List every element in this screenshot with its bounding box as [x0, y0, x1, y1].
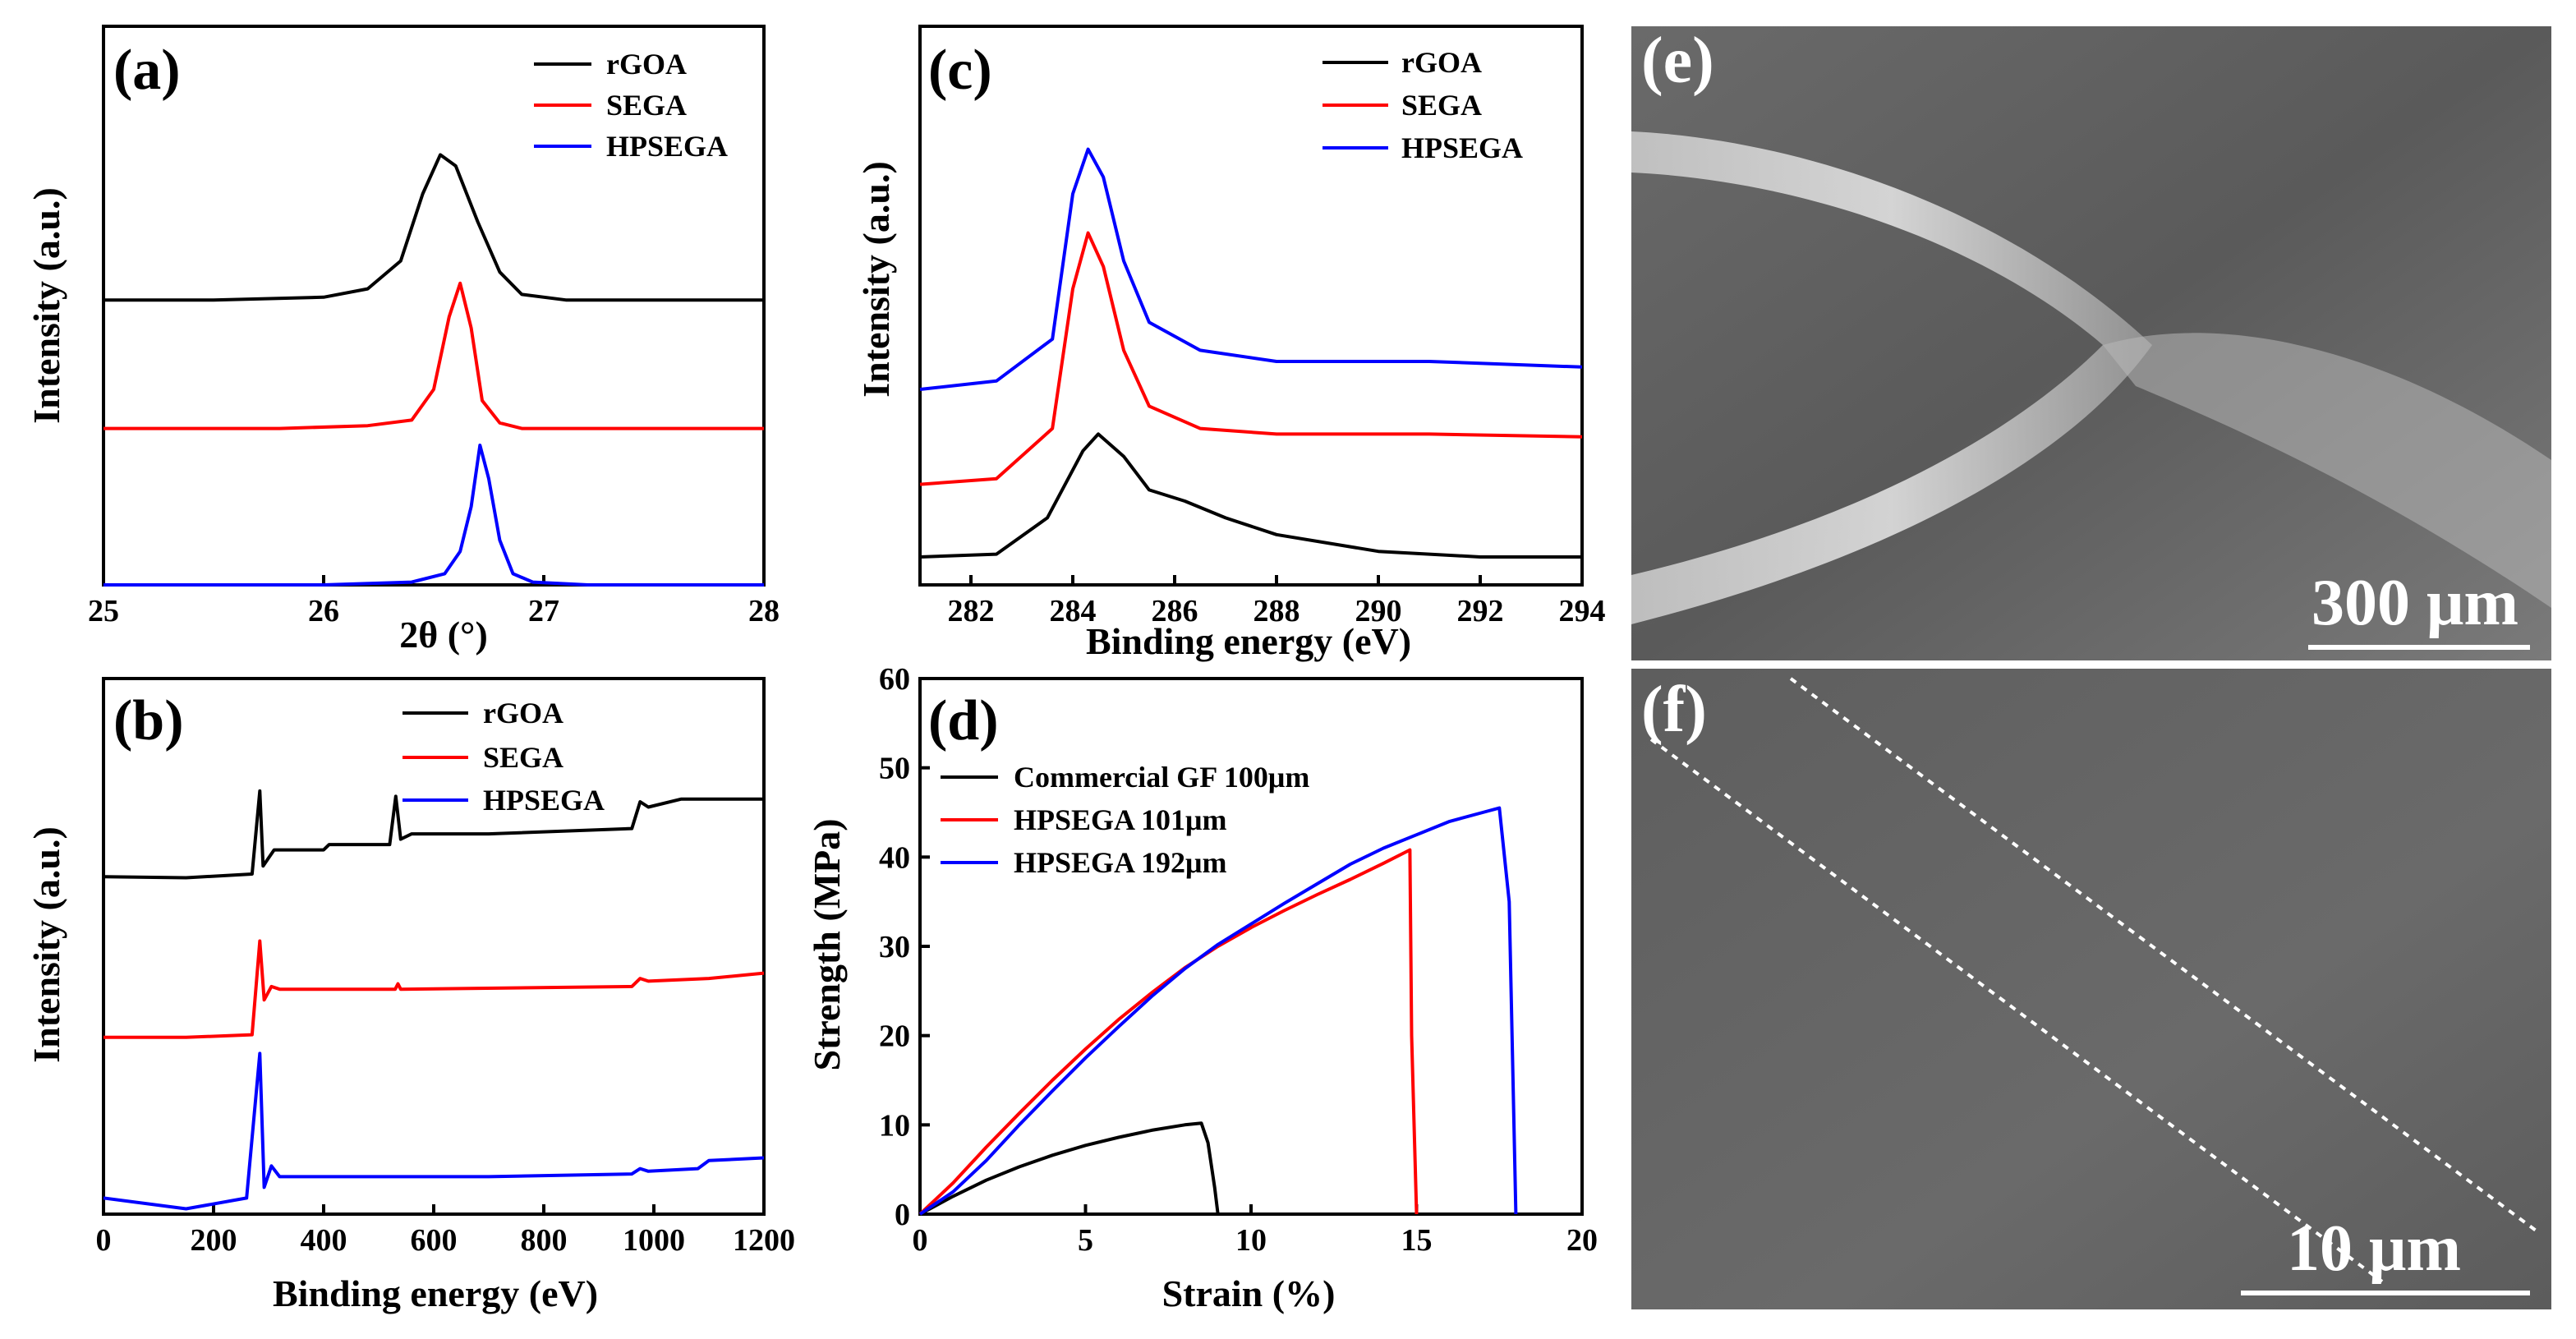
panel-d: 0 5 10 15 20 0 10 20 30 40 50 60 (d) Strain (%) St…: [806, 662, 1598, 1314]
x-tick-label: 10: [1235, 1223, 1267, 1258]
y-tick-label: 0: [895, 1198, 910, 1232]
x-tick-label: 0: [96, 1223, 112, 1258]
panel-label: (d): [928, 689, 999, 752]
legend-label-hpsega-101: HPSEGA 101μm: [1014, 803, 1226, 836]
legend-label-sega: SEGA: [1401, 89, 1482, 122]
series-line-rgoa: [104, 153, 764, 302]
y-axis-title: Intensity (a.u.): [25, 187, 67, 424]
x-tick-label: 294: [1559, 594, 1606, 628]
series-line-commercial-gf-100-m: [919, 1121, 1220, 1216]
x-axis-title: Binding energy (eV): [1086, 620, 1411, 662]
x-tick-label: 282: [948, 594, 995, 628]
x-tick-label: 20: [1566, 1223, 1598, 1258]
x-tick-label: 1200: [733, 1223, 795, 1258]
y-axis-title: Strength (MPa): [806, 818, 848, 1070]
x-tick-label: 286: [1152, 594, 1198, 628]
panel-label: (c): [928, 39, 992, 102]
legend-label-hpsega-192: HPSEGA 192μm: [1014, 846, 1226, 879]
x-tick-label: 290: [1355, 594, 1402, 628]
legend: rGOA SEGA HPSEGA: [534, 48, 728, 163]
y-tick-label: 20: [879, 1019, 910, 1054]
series-line-hpsega-192-m: [918, 806, 1518, 1216]
x-tick-label: 0: [913, 1223, 928, 1258]
y-tick-label: 10: [879, 1108, 910, 1143]
x-axis-title: Strain (%): [1162, 1272, 1336, 1314]
x-tick-label: 28: [748, 594, 780, 628]
series-group: [919, 147, 1583, 559]
series-group: [103, 789, 765, 1211]
legend-label-rgoa: rGOA: [483, 697, 564, 729]
x-tick-label: 1000: [623, 1223, 685, 1258]
x-ticks: 0 200 400 600 800 1000 1200: [96, 1204, 795, 1258]
legend-label-hpsega: HPSEGA: [1401, 131, 1523, 164]
x-tick-label: 800: [521, 1223, 568, 1258]
x-tick-label: 600: [411, 1223, 458, 1258]
x-ticks: 282 284 286 288 290 292 294: [948, 575, 1606, 628]
legend-label-rgoa: rGOA: [1401, 46, 1482, 79]
x-tick-label: 292: [1457, 594, 1504, 628]
series-line-rgoa: [919, 432, 1582, 559]
x-axis-title: 2θ (°): [399, 614, 488, 656]
panel-label: (e): [1641, 25, 1714, 97]
x-tick-label: 27: [528, 594, 559, 628]
series-line-rgoa: [103, 789, 764, 880]
series-line-sega: [104, 281, 764, 430]
plot-frame: [918, 25, 1584, 587]
x-tick-label: 288: [1254, 594, 1300, 628]
legend-label-hpsega: HPSEGA: [483, 784, 605, 817]
x-tick-label: 284: [1050, 594, 1097, 628]
y-tick-label: 50: [879, 752, 910, 786]
x-tick-label: 15: [1401, 1223, 1433, 1258]
series-group: [918, 806, 1518, 1216]
series-line-hpsega: [103, 1051, 765, 1211]
scale-bar-label: 300 μm: [2312, 567, 2518, 639]
scale-bar-label: 10 μm: [2287, 1212, 2461, 1285]
sem-fiber-bundle: [1631, 131, 2152, 624]
x-tick-label: 200: [191, 1223, 237, 1258]
x-axis-title: Binding energy (eV): [273, 1272, 598, 1314]
x-tick-label: 26: [308, 594, 339, 628]
plot-frame: [102, 25, 766, 587]
panel-label: (b): [113, 689, 184, 752]
series-line-hpsega: [104, 444, 764, 587]
panel-c: 282 284 286 288 290 292 294 (c) Binding energy…: [855, 25, 1606, 662]
series-line-hpsega: [919, 147, 1583, 391]
legend-label-commercial-gf: Commercial GF 100μm: [1014, 761, 1309, 794]
legend: rGOA SEGA HPSEGA: [1322, 46, 1523, 164]
x-tick-label: 25: [88, 594, 119, 628]
legend: Commercial GF 100μm HPSEGA 101μm HPSEGA …: [941, 761, 1309, 879]
y-tick-label: 40: [879, 840, 910, 875]
legend-label-sega: SEGA: [606, 89, 687, 122]
series-group: [104, 153, 764, 587]
legend-label-hpsega: HPSEGA: [606, 130, 728, 163]
panel-label: (a): [113, 39, 181, 102]
series-line-sega: [104, 939, 765, 1039]
x-tick-label: 400: [301, 1223, 347, 1258]
x-ticks: 0 5 10 15 20: [913, 1204, 1598, 1258]
plot-frame: [918, 677, 1584, 1216]
panel-label: (f): [1641, 674, 1707, 746]
panel-a: 25 26 27 28 (a) 2θ (°) Intensity (a.u.) rGO…: [25, 25, 780, 656]
boundary-line-upper: [1789, 677, 2540, 1234]
legend-label-sega: SEGA: [483, 741, 564, 774]
x-ticks: 25 26 27 28: [88, 575, 780, 628]
y-axis-title: Intensity (a.u.): [855, 161, 897, 398]
sem-fiber-sheen: [2103, 333, 2551, 608]
legend-label-rgoa: rGOA: [606, 48, 687, 81]
y-axis-title: Intensity (a.u.): [25, 826, 67, 1063]
sem-image-f: [1631, 669, 2551, 1309]
legend: rGOA SEGA HPSEGA: [402, 697, 605, 817]
x-tick-label: 5: [1078, 1223, 1093, 1258]
series-line-hpsega-101-m: [918, 848, 1419, 1216]
y-ticks: 0 10 20 30 40 50 60: [879, 662, 930, 1232]
panel-e: (e) 300 μm: [1631, 25, 2551, 660]
y-tick-label: 30: [879, 930, 910, 964]
panel-f: (f) 10 μm: [1631, 669, 2551, 1309]
panel-b: 0 200 400 600 800 1000 1200 (b) Binding energy…: [25, 677, 795, 1314]
y-tick-label: 60: [879, 662, 910, 697]
series-line-sega: [919, 231, 1583, 486]
